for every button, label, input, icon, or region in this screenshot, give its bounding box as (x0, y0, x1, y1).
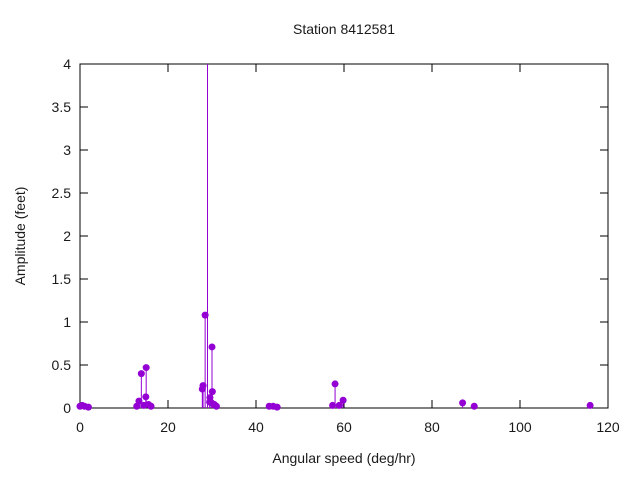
plot-frame (79, 63, 609, 409)
data-point (335, 401, 343, 409)
x-tick-label: 60 (336, 419, 352, 435)
data-point (208, 343, 216, 351)
data-point (586, 401, 594, 409)
data-point (329, 401, 337, 409)
data-point (339, 396, 347, 404)
y-tick-label: 3.5 (52, 99, 72, 115)
y-tick-label: 0 (63, 400, 71, 416)
y-tick-label: 1.5 (52, 271, 72, 287)
y-tick-label: 4 (63, 56, 71, 72)
y-tick-label: 0.5 (52, 357, 72, 373)
data-point (135, 397, 143, 405)
y-tick-label: 1 (63, 314, 71, 330)
data-point (212, 402, 220, 410)
y-tick-label: 3 (63, 142, 71, 158)
y-tick-label: 2.5 (52, 185, 72, 201)
x-tick-label: 0 (76, 419, 84, 435)
data-point (331, 380, 339, 388)
x-tick-label: 120 (596, 419, 620, 435)
data-point (147, 402, 155, 410)
data-point (84, 403, 92, 411)
data-point (208, 388, 216, 396)
data-point (459, 399, 467, 407)
data-point (137, 370, 145, 378)
data-point (142, 364, 150, 372)
data-point (273, 403, 281, 411)
x-tick-label: 100 (508, 419, 532, 435)
x-axis-label: Angular speed (deg/hr) (272, 450, 416, 466)
x-tick-label: 80 (424, 419, 440, 435)
data-point (470, 402, 478, 410)
x-tick-label: 20 (160, 419, 176, 435)
y-tick-label: 2 (63, 228, 71, 244)
x-tick-label: 40 (248, 419, 264, 435)
chart-title: Station 8412581 (293, 21, 395, 37)
data-point (201, 311, 209, 319)
